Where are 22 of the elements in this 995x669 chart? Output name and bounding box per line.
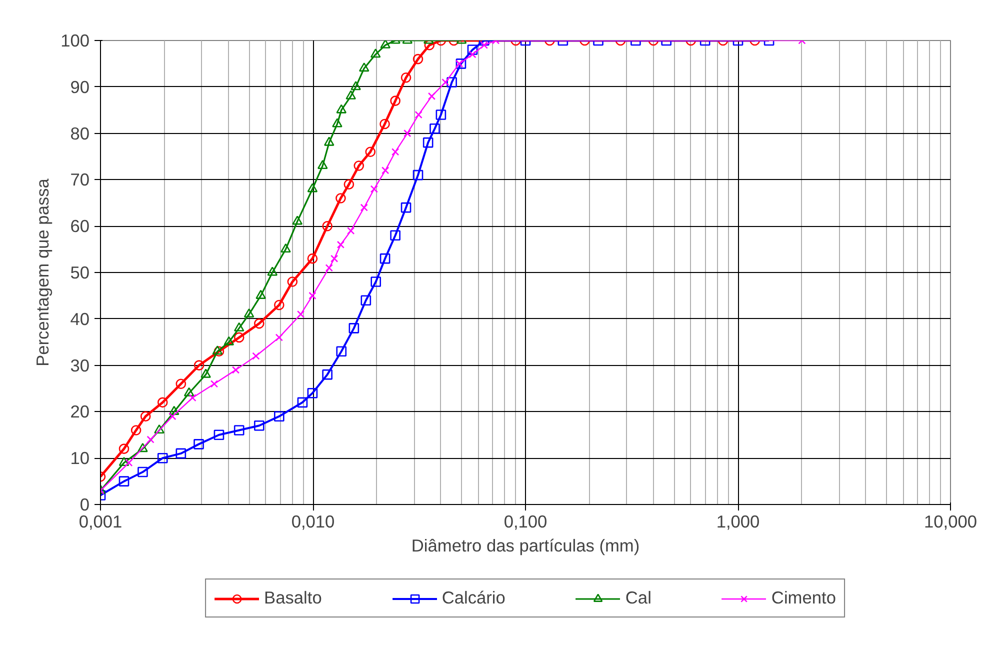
y-tick-label: 100 (60, 30, 90, 50)
y-tick-label: 70 (70, 170, 90, 190)
legend-label: Cimento (771, 588, 836, 608)
y-tick-label: 60 (70, 216, 90, 236)
legend-label: Basalto (264, 588, 322, 608)
legend-label: Cal (625, 588, 652, 608)
x-axis-title: Diâmetro das partículas (mm) (411, 536, 640, 556)
legend-label: Calcário (442, 588, 506, 608)
y-axis-title: Percentagem que passa (32, 178, 53, 366)
y-tick-label: 50 (70, 262, 90, 282)
y-tick-label: 0 (80, 494, 90, 514)
y-tick-label: 80 (70, 123, 90, 144)
x-tick-label: 1,000 (716, 512, 760, 532)
y-tick-label: 90 (70, 76, 90, 97)
x-tick-label: 0,100 (504, 512, 548, 532)
x-tick-label: 0,001 (78, 512, 122, 532)
x-tick-label: 0,010 (291, 512, 335, 532)
y-tick-label: 40 (70, 308, 90, 329)
y-tick-label: 10 (70, 448, 90, 468)
y-tick-label: 20 (70, 402, 90, 422)
x-tick-label: 10,000 (924, 512, 977, 532)
y-tick-label: 30 (70, 355, 90, 376)
